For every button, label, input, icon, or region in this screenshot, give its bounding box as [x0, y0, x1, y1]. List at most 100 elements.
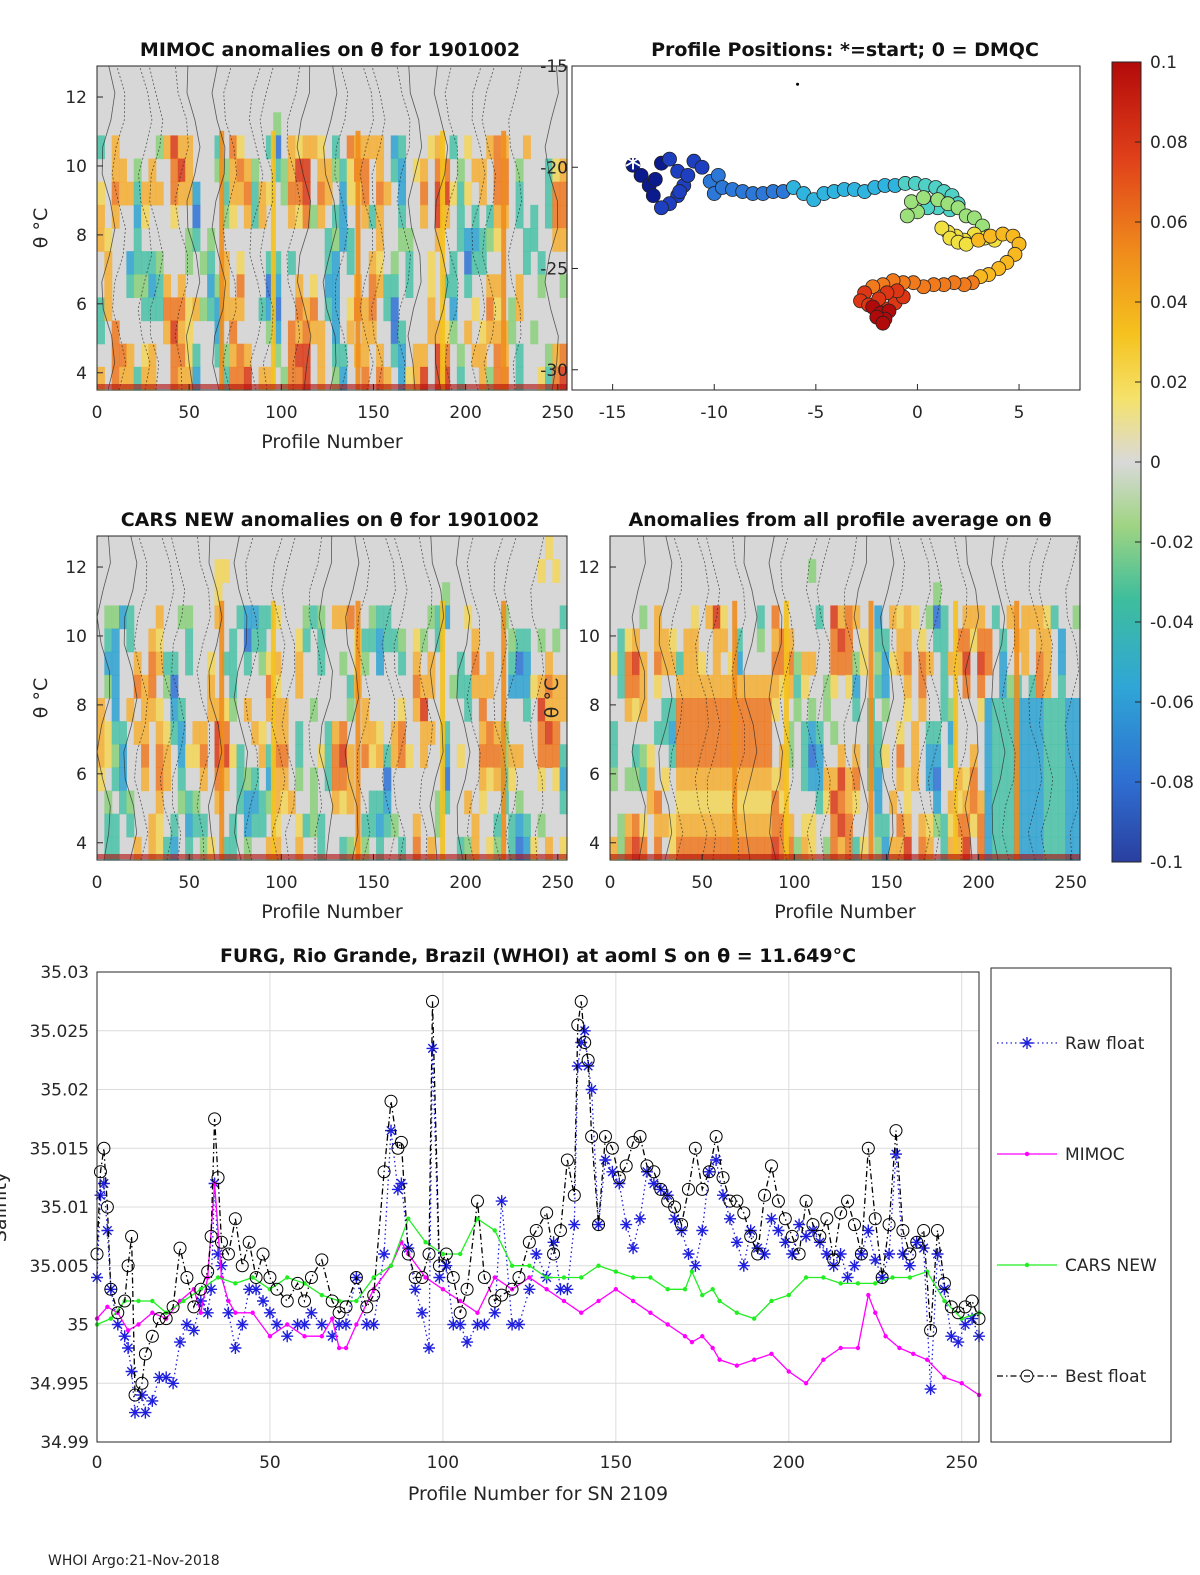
- salinity-series: [90, 994, 986, 1419]
- heatmap-contour: [444, 65, 459, 391]
- heatmap-cell: [918, 628, 927, 653]
- best-float-marker: [702, 1165, 716, 1179]
- heatmap-cell: [881, 836, 890, 861]
- series-point: [700, 1292, 705, 1298]
- heatmap-cell: [749, 767, 758, 792]
- heatmap-cell: [265, 251, 274, 275]
- heatmap-cell: [933, 744, 942, 769]
- heatmap-cell: [720, 605, 729, 630]
- heatmap-cell: [398, 320, 407, 345]
- series-point: [492, 1228, 497, 1233]
- series-point: [866, 1292, 871, 1298]
- heatmap-cell: [412, 343, 421, 368]
- series-point: [689, 1339, 695, 1345]
- heatmap-cell: [552, 721, 561, 745]
- heatmap-cell: [705, 813, 714, 838]
- heatmap-cell: [185, 343, 194, 368]
- cars-panel-title: CARS NEW anomalies on θ for 1901002: [121, 509, 540, 531]
- heatmap-cell: [874, 605, 883, 630]
- heatmap-cell: [456, 158, 465, 183]
- best-float-marker: [585, 1130, 599, 1143]
- heatmap-cell: [295, 320, 304, 345]
- heatmap-cell: [398, 744, 407, 769]
- heatmap-cell: [390, 343, 399, 368]
- heatmap-cell: [273, 251, 282, 275]
- raw-float-marker: [578, 1024, 591, 1037]
- colorbar-tick-label: -0.08: [1150, 773, 1194, 793]
- heatmap-cell: [192, 790, 201, 815]
- heatmap-cell: [1028, 813, 1037, 838]
- series-point: [596, 1298, 601, 1304]
- heatmap-cell: [845, 767, 853, 792]
- heatmap-cell: [273, 790, 282, 815]
- heatmap-cell: [984, 698, 993, 722]
- heatmap-cell: [251, 767, 260, 792]
- x-tick-label: 150: [357, 403, 389, 423]
- heatmap-cell: [690, 813, 699, 838]
- heatmap-cell: [155, 628, 164, 653]
- raw-float-marker: [841, 1271, 854, 1284]
- heatmap-cell: [852, 767, 861, 792]
- heatmap-cell: [661, 813, 670, 838]
- heatmap-cell: [749, 674, 758, 699]
- best-float-marker: [360, 1300, 374, 1314]
- heatmap-cell: [376, 605, 385, 630]
- heatmap-cell: [405, 228, 414, 252]
- y-tick-label: -20: [540, 158, 568, 178]
- heatmap-cell: [661, 721, 670, 745]
- series-point: [108, 1316, 114, 1321]
- heatmap-cell: [361, 204, 370, 229]
- heatmap-cell: [1065, 813, 1074, 838]
- heatmap-cell: [808, 813, 817, 838]
- profile-position-marker: [647, 171, 663, 187]
- heatmap-cell: [683, 744, 692, 769]
- heatmap-cell: [1006, 674, 1015, 699]
- heatmap-cell: [265, 836, 274, 861]
- heatmap-cell: [309, 204, 318, 229]
- heatmap-cell: [148, 366, 157, 391]
- raw-float-marker: [724, 1212, 736, 1225]
- heatmap-cell: [1035, 651, 1044, 676]
- heatmap-cell: [229, 297, 238, 322]
- average-panel-title: Anomalies from all profile average on θ: [628, 509, 1051, 531]
- heatmap-cell: [654, 628, 663, 653]
- heatmap-cell: [742, 721, 751, 745]
- series-point: [734, 1363, 740, 1368]
- heatmap-cell: [251, 790, 260, 815]
- best-float-marker: [453, 1306, 467, 1320]
- heatmap-cell: [368, 605, 377, 630]
- raw-float-marker: [730, 1236, 743, 1249]
- x-tick-label: 100: [778, 873, 810, 893]
- heatmap-cell: [727, 836, 736, 861]
- heatmap-cell: [141, 744, 150, 769]
- heatmap-cell: [544, 536, 553, 560]
- heatmap-cell: [639, 651, 648, 676]
- best-float-marker: [298, 1294, 312, 1308]
- heatmap-cell: [617, 651, 626, 676]
- raw-float-marker: [291, 1318, 304, 1331]
- best-float-marker: [394, 1135, 408, 1149]
- heatmap-cell: [552, 181, 561, 206]
- heatmap-cell: [1035, 674, 1044, 699]
- heatmap-cell: [302, 297, 311, 322]
- x-tick-label: -5: [807, 403, 824, 423]
- series-point: [959, 1381, 964, 1386]
- heatmap-cell: [493, 813, 502, 838]
- heatmap-cell: [668, 836, 677, 861]
- heatmap-cell: [1072, 605, 1081, 630]
- best-float-marker: [578, 1036, 592, 1049]
- heatmap-cell: [918, 813, 927, 838]
- series-point: [630, 1275, 636, 1280]
- best-float-marker: [439, 1247, 453, 1261]
- best-float-marker: [581, 1053, 595, 1067]
- heatmap-cell: [221, 297, 230, 322]
- y-tick-label: 35.015: [30, 1139, 89, 1159]
- heatmap-cell: [1043, 674, 1052, 699]
- heatmap-cell: [940, 605, 949, 630]
- heatmap-cell: [837, 605, 846, 630]
- heatmap-cell: [903, 790, 912, 815]
- heatmap-cell: [999, 790, 1008, 815]
- best-float-marker: [128, 1388, 142, 1402]
- best-float-marker: [512, 1271, 526, 1284]
- profile-track: *: [624, 82, 1027, 331]
